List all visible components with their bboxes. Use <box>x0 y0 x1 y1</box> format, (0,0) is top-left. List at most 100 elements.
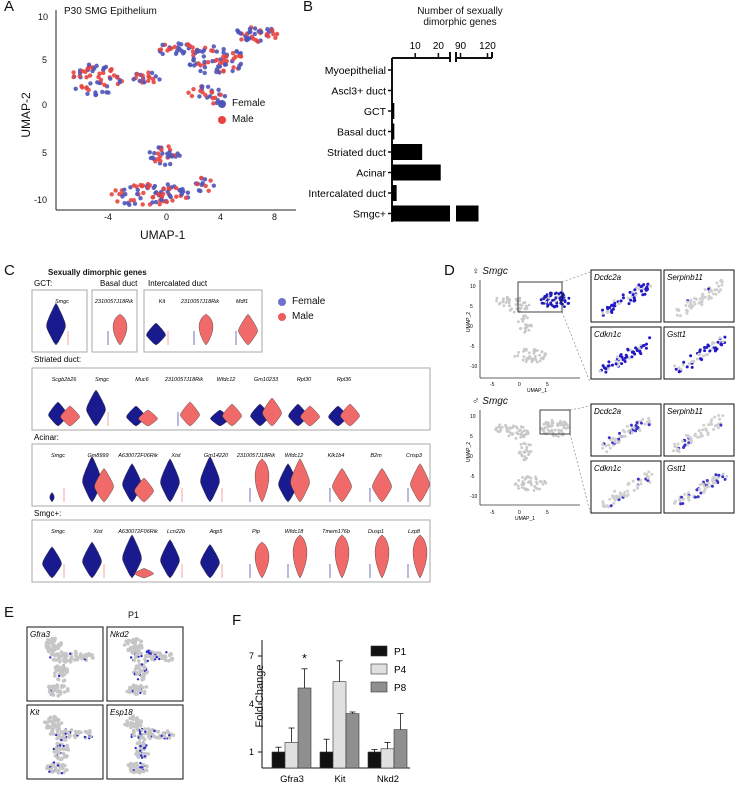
panel-e-gene-label: Nkd2 <box>110 630 129 639</box>
panel-d-female-serpinb11-point <box>720 283 724 287</box>
panel-d-female-cdkn1c-point <box>641 344 645 348</box>
panel-e-point <box>56 764 60 767</box>
panel-e-point <box>146 659 149 663</box>
panel-d-male-ytick: 10 <box>470 414 476 420</box>
panel-e-point <box>57 656 61 660</box>
umap-point <box>211 44 216 49</box>
panel-c-gene-label: Aqp5 <box>209 529 224 535</box>
panel-d-male-dcdc2a-point <box>647 416 650 420</box>
umap-point <box>185 42 191 47</box>
panel-d-female-point <box>530 357 534 361</box>
panel-d-female-point <box>523 301 527 304</box>
panel-e-point <box>52 717 56 722</box>
umap-point <box>87 73 93 78</box>
umap-point <box>150 195 155 200</box>
panel-d-female-point <box>507 304 511 308</box>
panel-d-male-point <box>554 433 558 437</box>
panel-d-male-gstt1-point <box>705 479 709 482</box>
umap-point <box>234 49 239 54</box>
umap-point <box>210 96 216 101</box>
panel-c-gene-label: Muc6 <box>135 377 149 383</box>
panel-e-point <box>139 735 143 740</box>
violin-female <box>146 322 166 346</box>
panel-f-bar <box>380 748 395 769</box>
panel-e-point <box>132 658 136 663</box>
umap-point <box>201 48 207 53</box>
umap-point <box>106 90 111 95</box>
panel-d-male-dcdc2a-point <box>634 424 638 427</box>
umap-point <box>149 70 155 76</box>
panel-d-female-serpinb11-point <box>677 308 681 312</box>
panel-e-point <box>45 645 49 650</box>
panel-b-xtick-label: 10 <box>410 41 422 52</box>
panel-d-female-cdkn1c-point <box>601 364 605 368</box>
panel-c-gene-label: Rpl30 <box>297 377 312 383</box>
panel-d-female-cdkn1c-point <box>617 357 621 361</box>
umap-point <box>153 74 158 79</box>
panel-d-male-dcdc2a-point <box>635 427 639 431</box>
panel-e-point <box>153 729 156 733</box>
panel-d-male-serpinb11-point <box>713 415 717 419</box>
panel-e-point <box>47 684 52 689</box>
umap-point <box>111 73 117 78</box>
umap-point <box>200 84 205 89</box>
panel-d-female-point <box>508 298 511 302</box>
panel-e-point <box>128 767 133 772</box>
panel-d-female-point <box>549 291 553 295</box>
umap-point <box>135 191 140 197</box>
panel-c-gene-label: Xist <box>170 453 181 459</box>
panel-f-bar <box>284 742 299 769</box>
panel-d-female-ytick: 5 <box>470 304 473 310</box>
umap-point <box>247 30 252 35</box>
panel-d-female-dcdc2a-point <box>606 307 610 311</box>
panel-d-male-serpinb11-point <box>682 446 685 449</box>
panel-d-male-xlabel: UMAP_1 <box>515 516 535 522</box>
panel-e-point <box>144 730 147 733</box>
panel-d-female-gstt1-point <box>673 364 676 368</box>
umap-point <box>117 79 123 85</box>
panel-d-male-ytick: -10 <box>470 494 477 500</box>
panel-e-point <box>165 651 168 654</box>
panel-b-category-label: Intercalated duct <box>308 188 386 200</box>
umap-point <box>108 68 113 73</box>
panel-d-male-cdkn1c-point <box>636 477 640 481</box>
umap-point <box>97 71 102 76</box>
panel-d-male-dcdc2a-point <box>613 440 617 444</box>
panel-d-zoom-line <box>569 405 591 411</box>
panel-e-point <box>129 656 133 659</box>
panel-d-female-dcdc2a-point <box>632 296 636 300</box>
panel-d-male-point <box>500 425 504 429</box>
panel-e-title: P1 <box>128 610 140 620</box>
panel-d-male-cdkn1c-point <box>613 489 617 493</box>
panel-d-female-xlabel: UMAP_1 <box>527 388 547 394</box>
panel-e-point <box>72 657 77 662</box>
umap-point <box>206 188 211 193</box>
umap-point <box>216 87 221 93</box>
panel-e-point <box>51 732 56 736</box>
umap-point <box>238 31 243 36</box>
panel-e-point <box>73 735 77 740</box>
panel-d-male-gstt1-point <box>721 475 725 479</box>
panel-d-female-serpinb11-point <box>678 314 682 318</box>
umap-point <box>201 54 206 59</box>
umap-point <box>211 101 216 106</box>
panel-d-male-serpinb11-point <box>717 426 720 430</box>
panel-d-female-dcdc2a-point <box>613 301 617 305</box>
panel-d-female-dcdc2a-point <box>601 311 605 315</box>
umap-point <box>73 86 78 92</box>
panel-d-male-point <box>550 421 554 425</box>
panel-d-male-gstt1-point <box>687 491 690 495</box>
panel-d-male-cdkn1c-point <box>603 505 607 509</box>
panel-e-point <box>91 656 95 660</box>
panel-e-point <box>59 730 64 734</box>
panel-d-female-serpinb11-point <box>697 301 701 305</box>
panel-c-gene-label: 2310057J18Rik <box>180 299 219 305</box>
panel-c-gene-label: Crisp3 <box>406 453 423 459</box>
panel-d-male-ytick: 0 <box>470 454 473 460</box>
panel-d-female-dcdc2a-point <box>646 282 650 286</box>
umap-point <box>161 186 166 192</box>
panel-d-male-gstt1-point <box>712 475 716 479</box>
panel-e-point <box>137 649 141 654</box>
violin-male <box>222 403 242 427</box>
panel-d-female-point <box>510 307 513 311</box>
